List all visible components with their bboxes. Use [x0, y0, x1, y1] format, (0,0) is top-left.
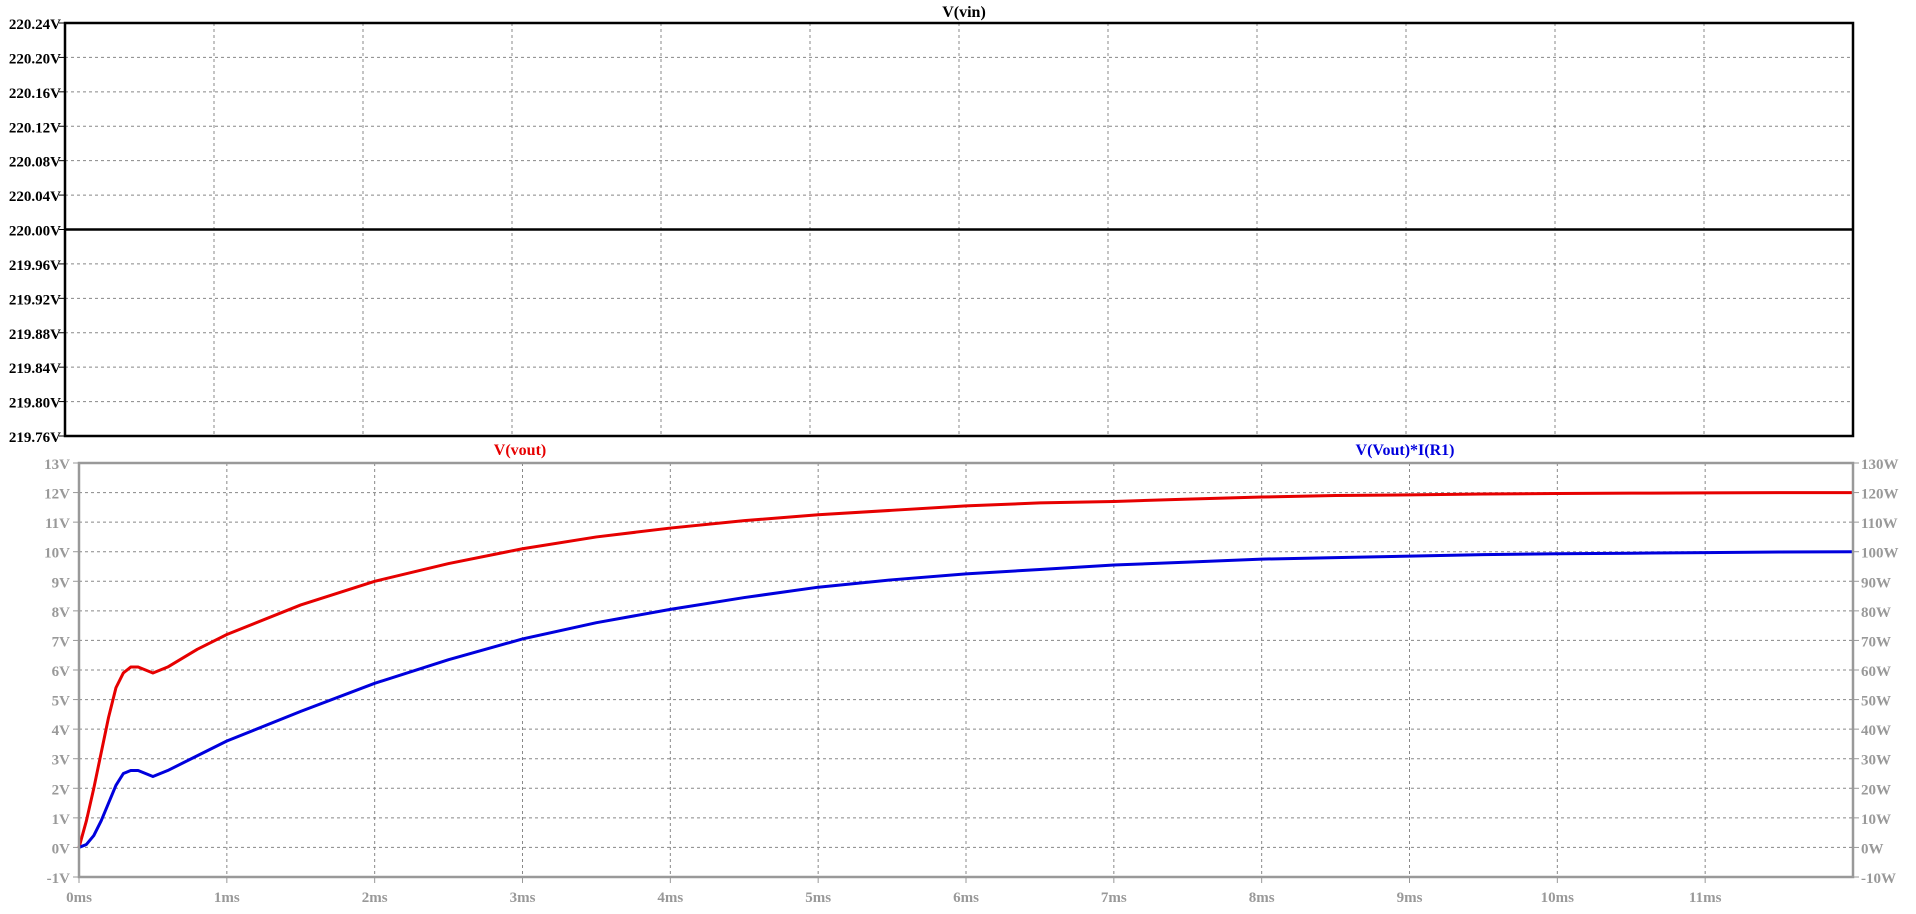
left-y-tick-label: 1V	[52, 812, 71, 828]
right-y-tick-label: -10W	[1861, 871, 1896, 887]
vout-legend-label: V(vout)	[494, 442, 546, 459]
left-y-tick-label: 10V	[44, 546, 70, 562]
top-y-tick-label: 220.04V	[9, 189, 61, 205]
x-tick-label: 6ms	[953, 890, 979, 906]
top-frame	[63, 21, 1855, 438]
x-tick-label: 1ms	[214, 890, 240, 906]
x-tick-label: 0ms	[66, 890, 92, 906]
power-legend-label: V(Vout)*I(R1)	[1356, 442, 1455, 459]
left-y-tick-label: 12V	[44, 487, 70, 503]
x-tick-label: 11ms	[1689, 890, 1722, 906]
vin-pane: 220.24V 220.20V 220.16V 220.12V 220.08V 220.0…	[9, 4, 1855, 446]
top-y-tick-label: 220.20V	[9, 51, 61, 67]
right-y-tick-label: 110W	[1861, 516, 1898, 532]
right-y-tick-label: 100W	[1861, 546, 1899, 562]
left-y-tick-label: 4V	[52, 723, 71, 739]
top-y-tick-label: 219.88V	[9, 327, 61, 343]
top-y-tick-label: 220.08V	[9, 155, 61, 171]
right-y-tick-label: 70W	[1861, 634, 1891, 650]
top-y-tick-label: 219.76V	[9, 430, 61, 446]
right-y-tick-label: 90W	[1861, 575, 1891, 591]
x-tick-label: 8ms	[1249, 890, 1275, 906]
x-tick-label: 7ms	[1101, 890, 1127, 906]
right-y-tick-label: 130W	[1861, 457, 1899, 473]
x-tick-label: 2ms	[362, 890, 388, 906]
x-tick-label: 9ms	[1397, 890, 1423, 906]
x-tick-label: 5ms	[805, 890, 831, 906]
right-y-tick-label: 80W	[1861, 605, 1891, 621]
left-y-tick-label: -1V	[47, 871, 70, 887]
top-y-tick-label: 220.12V	[9, 120, 61, 136]
right-y-tick-label: 50W	[1861, 694, 1891, 710]
left-y-tick-label: 13V	[44, 457, 70, 473]
x-tick-label: 10ms	[1541, 890, 1574, 906]
left-y-tick-label: 5V	[52, 694, 71, 710]
bottom-frame	[77, 461, 1855, 879]
top-y-tick-label: 220.00V	[9, 224, 61, 240]
left-y-tick-label: 9V	[52, 575, 71, 591]
left-y-tick-label: 2V	[52, 782, 71, 798]
left-y-tick-label: 0V	[52, 841, 71, 857]
right-y-tick-label: 20W	[1861, 782, 1891, 798]
top-y-tick-label: 219.84V	[9, 361, 61, 377]
vout-trace	[77, 491, 1853, 848]
top-y-tick-label: 220.24V	[9, 17, 61, 33]
top-y-tick-label: 219.96V	[9, 258, 61, 274]
top-pane-title: V(vin)	[942, 4, 986, 21]
power-trace	[78, 550, 1854, 849]
right-y-tick-label: 60W	[1861, 664, 1891, 680]
x-tick-label: 4ms	[657, 890, 683, 906]
top-y-tick-label: 220.16V	[9, 86, 61, 102]
x-tick-label: 3ms	[510, 890, 536, 906]
top-y-tick-label: 219.92V	[9, 292, 61, 308]
left-y-tick-label: 8V	[52, 605, 71, 621]
right-y-tick-label: 40W	[1861, 723, 1891, 739]
vout-power-pane: 0ms 1ms 2ms 3ms 4ms 5ms 6ms 7ms 8ms 9ms 10ms 11ms 13…	[44, 442, 1898, 906]
right-y-tick-label: 0W	[1861, 841, 1884, 857]
right-y-tick-label: 10W	[1861, 812, 1891, 828]
left-y-tick-label: 11V	[45, 516, 70, 532]
left-y-tick-label: 7V	[52, 634, 71, 650]
right-y-tick-label: 30W	[1861, 753, 1891, 769]
left-y-tick-label: 6V	[52, 664, 71, 680]
right-y-tick-label: 120W	[1861, 487, 1899, 503]
top-y-tick-label: 219.80V	[9, 396, 61, 412]
left-y-tick-label: 3V	[52, 753, 71, 769]
